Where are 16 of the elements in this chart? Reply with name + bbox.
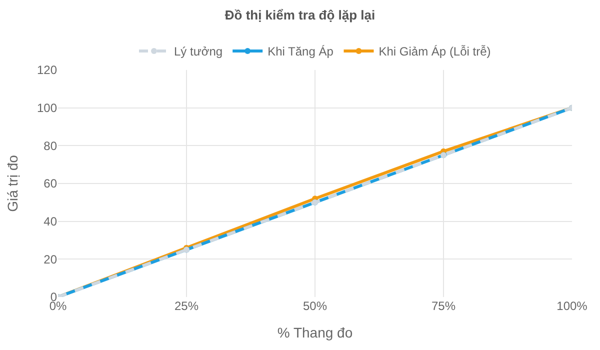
y-tick-label: 80 [44,138,58,153]
x-tick-label: 100% [556,299,588,313]
x-tick-label: 50% [302,299,328,313]
chart-title: Đồ thị kiểm tra độ lặp lại [224,8,376,23]
y-tick-label: 60 [44,176,58,191]
y-tick-label: 100 [36,101,58,116]
legend-label: Khi Tăng Áp [268,44,334,59]
x-tick-label: 25% [174,299,199,313]
y-axis-title: Giá trị đo [4,154,21,212]
x-tick-label: 75% [431,299,456,313]
y-tick-label: 20 [44,252,58,266]
legend-label: Lý tưởng [174,44,223,59]
y-tick-label: 40 [44,214,58,229]
legend-label: Khi Giảm Áp (Lỗi trễ) [378,44,491,59]
y-tick-label: 120 [36,63,58,78]
x-axis-title: % Thang đo [277,324,353,340]
